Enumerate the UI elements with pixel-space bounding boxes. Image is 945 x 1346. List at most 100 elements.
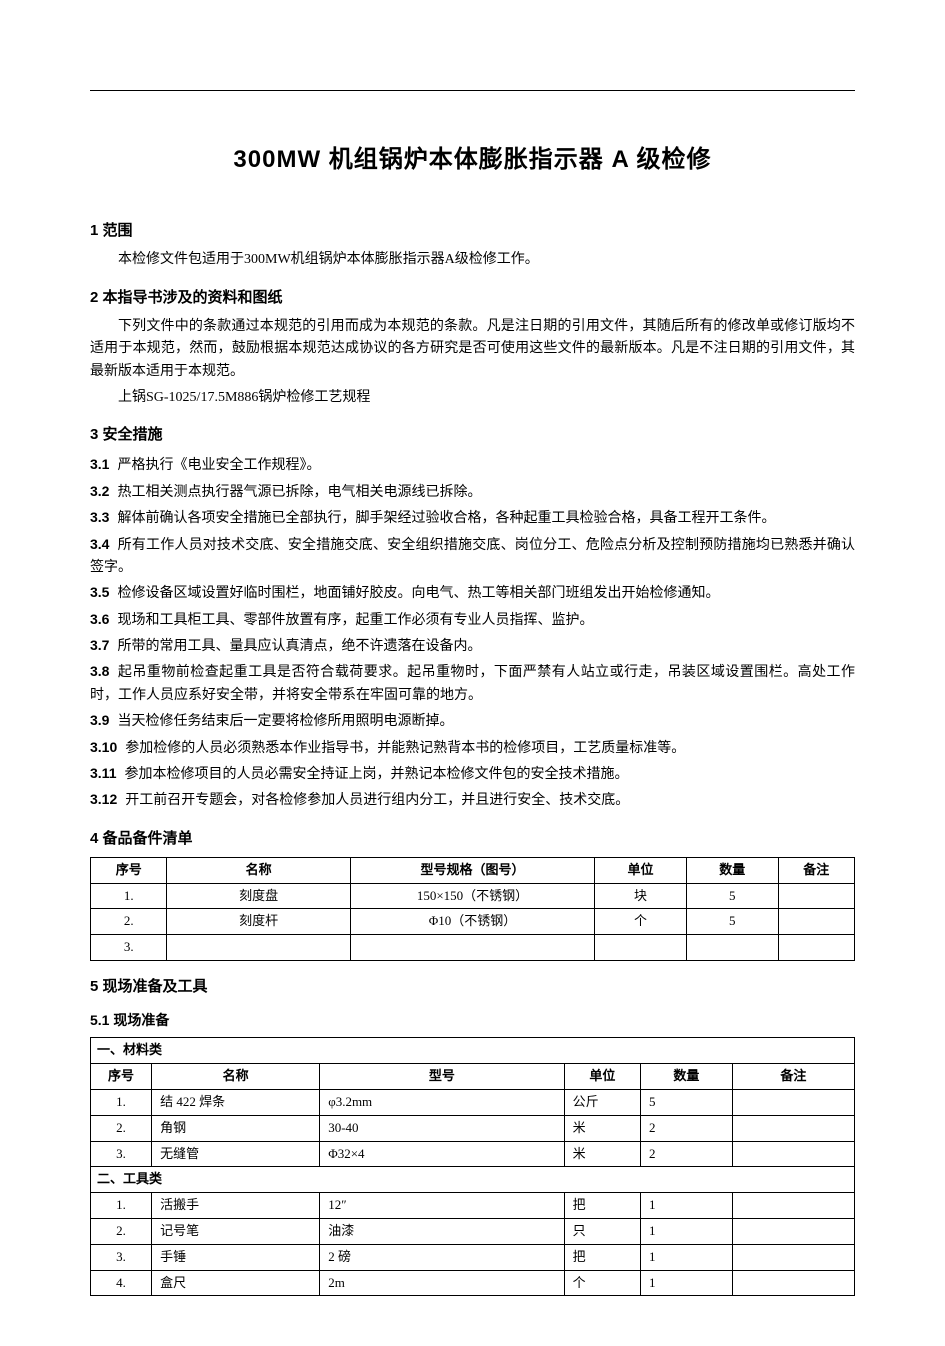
item-number: 3.4: [90, 536, 109, 552]
safety-item: 3.8起吊重物前检查起重工具是否符合载荷要求。起吊重物时，下面严禁有人站立或行走…: [90, 660, 855, 707]
table-cell: 米: [564, 1141, 640, 1167]
table-cell: 个: [564, 1270, 640, 1296]
table-row: 3.手锤2 磅把1: [91, 1244, 855, 1270]
item-text: 开工前召开专题会，对各检修参加人员进行组内分工，并且进行安全、技术交底。: [125, 793, 629, 808]
th-unit: 单位: [595, 857, 687, 883]
table-cell: 块: [595, 883, 687, 909]
item-text: 解体前确认各项安全措施已全部执行，脚手架经过验收合格，各种起重工具检验合格，具备…: [117, 511, 775, 526]
table-row: 3.: [91, 935, 855, 961]
item-number: 3.7: [90, 637, 109, 653]
table-cell: 3.: [91, 1244, 152, 1270]
item-text: 所带的常用工具、量具应认真清点，绝不许遗落在设备内。: [117, 639, 481, 654]
table-cell: 2.: [91, 1218, 152, 1244]
section-5-1-heading: 5.1 现场准备: [90, 1009, 855, 1031]
table-row: 4.盒尺2m个1: [91, 1270, 855, 1296]
document-title: 300MW 机组锅炉本体膨胀指示器 A 级检修: [90, 141, 855, 179]
th-name: 名称: [167, 857, 350, 883]
table-row: 2.角钢30-40米2: [91, 1115, 855, 1141]
table-cell: 2: [641, 1115, 733, 1141]
item-text: 严格执行《电业安全工作规程》。: [117, 458, 320, 473]
table-cell: 2.: [91, 1115, 152, 1141]
item-number: 3.9: [90, 712, 109, 728]
th: 备注: [732, 1064, 854, 1090]
table-cell: 个: [595, 909, 687, 935]
table-row: 2.刻度杆Φ10（不锈钢）个5: [91, 909, 855, 935]
item-text: 参加本检修项目的人员必需安全持证上岗，并熟记本检修文件包的安全技术措施。: [124, 767, 628, 782]
item-number: 3.2: [90, 483, 109, 499]
section-5-heading: 5 现场准备及工具: [90, 975, 855, 999]
item-text: 检修设备区域设置好临时围栏，地面铺好胶皮。向电气、热工等相关部门班组发出开始检修…: [117, 586, 719, 601]
table-cell: [595, 935, 687, 961]
table-cell: φ3.2mm: [320, 1089, 564, 1115]
table-cell: 公斤: [564, 1089, 640, 1115]
table-row: 2.记号笔油漆只1: [91, 1218, 855, 1244]
th: 型号: [320, 1064, 564, 1090]
table-cell: [732, 1270, 854, 1296]
category-label: 二、工具类: [91, 1167, 855, 1193]
table-cell: [350, 935, 594, 961]
safety-item: 3.7 所带的常用工具、量具应认真清点，绝不许遗落在设备内。: [90, 634, 855, 658]
table-cell: [732, 1089, 854, 1115]
table-cell: 3.: [91, 1141, 152, 1167]
table-cell: 盒尺: [152, 1270, 320, 1296]
section-2-paragraph-2: 上锅SG-1025/17.5M886锅炉检修工艺规程: [90, 387, 855, 409]
table-cell: [778, 935, 854, 961]
table-cell: 活搬手: [152, 1193, 320, 1219]
item-number: 3.10: [90, 739, 117, 755]
th: 数量: [641, 1064, 733, 1090]
th-note: 备注: [778, 857, 854, 883]
table-cell: [686, 935, 778, 961]
table-cell: 米: [564, 1115, 640, 1141]
table-cell: [732, 1218, 854, 1244]
table-cell: 只: [564, 1218, 640, 1244]
table-cell: [167, 935, 350, 961]
table-cell: 油漆: [320, 1218, 564, 1244]
table-cell: 1: [641, 1218, 733, 1244]
table-row: 1.刻度盘150×150（不锈钢）块5: [91, 883, 855, 909]
site-prep-table: 一、材料类序号名称型号单位数量备注1.结 422 焊条φ3.2mm公斤52.角钢…: [90, 1037, 855, 1296]
section-2-heading: 2 本指导书涉及的资料和图纸: [90, 286, 855, 310]
table-cell: 1: [641, 1244, 733, 1270]
table-cell: 手锤: [152, 1244, 320, 1270]
item-number: 3.5: [90, 584, 109, 600]
category-label: 一、材料类: [91, 1038, 855, 1064]
section-4-heading: 4 备品备件清单: [90, 827, 855, 851]
table-cell: 2.: [91, 909, 167, 935]
safety-item: 3.11参加本检修项目的人员必需安全持证上岗，并熟记本检修文件包的安全技术措施。: [90, 762, 855, 786]
parts-list-table: 序号 名称 型号规格（图号） 单位 数量 备注 1.刻度盘150×150（不锈钢…: [90, 857, 855, 961]
table-cell: Φ10（不锈钢）: [350, 909, 594, 935]
table-cell: 结 422 焊条: [152, 1089, 320, 1115]
safety-item: 3.9当天检修任务结束后一定要将检修所用照明电源断掉。: [90, 709, 855, 733]
category-row: 二、工具类: [91, 1167, 855, 1193]
table-cell: 把: [564, 1244, 640, 1270]
table-cell: 150×150（不锈钢）: [350, 883, 594, 909]
table-row: 1.结 422 焊条φ3.2mm公斤5: [91, 1089, 855, 1115]
section-1-paragraph: 本检修文件包适用于300MW机组锅炉本体膨胀指示器A级检修工作。: [90, 249, 855, 271]
item-number: 3.6: [90, 611, 109, 627]
top-horizontal-rule: [90, 90, 855, 91]
table-cell: [778, 909, 854, 935]
item-text: 所有工作人员对技术交底、安全措施交底、安全组织措施交底、岗位分工、危险点分析及控…: [90, 538, 855, 575]
table-cell: 5: [641, 1089, 733, 1115]
table-cell: [732, 1141, 854, 1167]
table-row: 3.无缝管Φ32×4米2: [91, 1141, 855, 1167]
table-cell: 角钢: [152, 1115, 320, 1141]
table-cell: 无缝管: [152, 1141, 320, 1167]
table-cell: 3.: [91, 935, 167, 961]
th-qty: 数量: [686, 857, 778, 883]
section-1-heading: 1 范围: [90, 219, 855, 243]
safety-item: 3.6现场和工具柜工具、零部件放置有序，起重工作必须有专业人员指挥、监护。: [90, 608, 855, 632]
table-row: 1.活搬手12″把1: [91, 1193, 855, 1219]
item-text: 参加检修的人员必须熟悉本作业指导书，并能熟记熟背本书的检修项目，工艺质量标准等。: [125, 741, 685, 756]
table-cell: [778, 883, 854, 909]
table-cell: 把: [564, 1193, 640, 1219]
th: 单位: [564, 1064, 640, 1090]
table-cell: 1: [641, 1270, 733, 1296]
table-cell: 4.: [91, 1270, 152, 1296]
table-header-row: 序号名称型号单位数量备注: [91, 1064, 855, 1090]
table-cell: 1.: [91, 1089, 152, 1115]
table-cell: 30-40: [320, 1115, 564, 1141]
item-number: 3.1: [90, 456, 109, 472]
th: 序号: [91, 1064, 152, 1090]
safety-item: 3.1 严格执行《电业安全工作规程》。: [90, 453, 855, 477]
